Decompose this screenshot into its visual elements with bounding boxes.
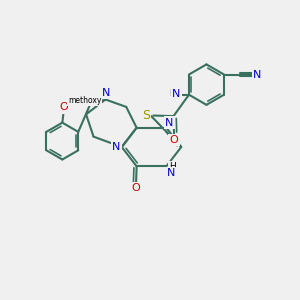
Text: N: N: [165, 118, 173, 128]
Text: N: N: [112, 142, 121, 152]
Text: N: N: [167, 168, 175, 178]
Text: N: N: [253, 70, 262, 80]
Text: N: N: [172, 89, 181, 99]
Text: O: O: [59, 102, 68, 112]
Text: O: O: [170, 135, 178, 145]
Text: H: H: [169, 89, 176, 98]
Text: H: H: [169, 162, 176, 171]
Text: S: S: [142, 109, 150, 122]
Text: methoxy: methoxy: [68, 96, 101, 105]
Text: O: O: [132, 183, 140, 193]
Text: N: N: [102, 88, 110, 98]
